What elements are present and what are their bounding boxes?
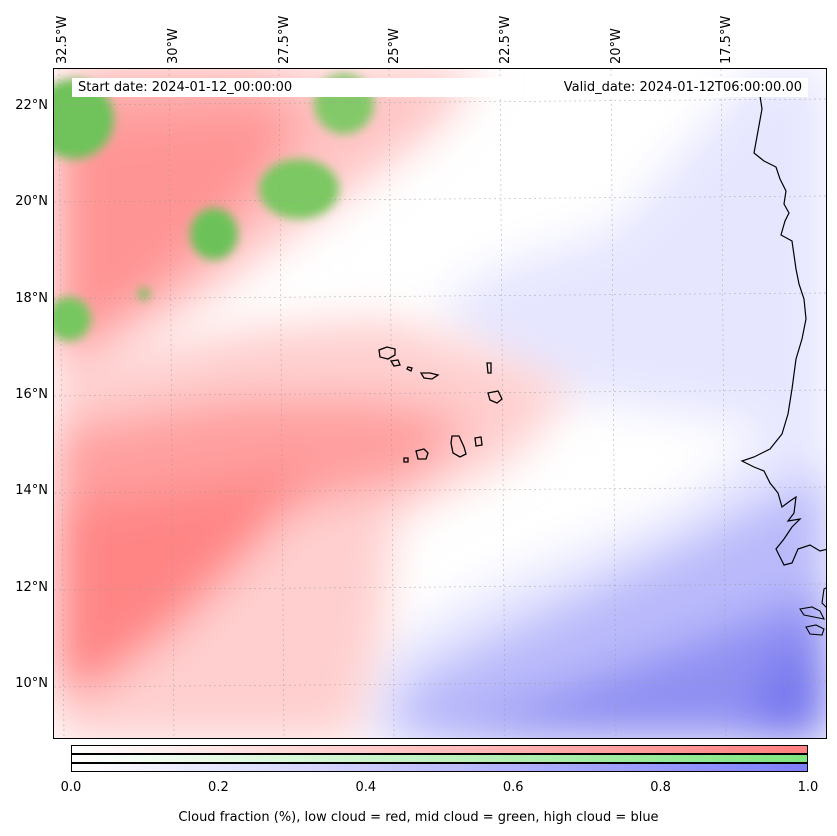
latitude-label: 18°N (15, 291, 48, 306)
coastline-bissagos (799, 606, 825, 620)
high-cloud-region (354, 69, 826, 738)
map-canvas (54, 69, 826, 738)
start-date-label: Start date: 2024-01-12_00:00:00 (72, 78, 522, 97)
longitude-label: 25°W (387, 28, 402, 64)
coastline-guinea (821, 587, 826, 608)
latitude-label: 10°N (15, 676, 48, 691)
coastline-africa (740, 88, 826, 566)
colorbar-tick-label: 0.0 (60, 780, 82, 795)
valid-date-label: Valid_date: 2024-01-12T06:00:00.00 (536, 78, 808, 97)
cape-verde-islands (378, 346, 503, 463)
colorbar (71, 745, 808, 772)
longitude-label: 22.5°W (498, 15, 513, 64)
longitude-label: 27.5°W (277, 15, 292, 64)
latitude-label: 16°N (15, 387, 48, 402)
cloud-fraction-map: Start date: 2024-01-12_00:00:00 Valid_da… (53, 68, 827, 739)
latitude-label: 22°N (15, 98, 48, 113)
colorbar-label: Cloud fraction (%), low cloud = red, mid… (178, 810, 659, 825)
longitude-label: 32.5°W (55, 15, 70, 64)
colorbar-tick-label: 0.6 (502, 780, 524, 795)
graticule (54, 69, 826, 738)
low-cloud-region (54, 69, 574, 738)
latitude-label: 12°N (15, 580, 48, 595)
colorbar-tick-label: 0.4 (355, 780, 377, 795)
colorbar-tick-label: 0.2 (208, 780, 229, 795)
colorbar-low-cloud (71, 745, 808, 754)
colorbar-high-cloud (71, 763, 808, 772)
coastline-islands (805, 624, 825, 636)
longitude-label: 30°W (166, 28, 181, 64)
longitude-label: 20°W (609, 28, 624, 64)
colorbar-tick-label: 0.8 (650, 780, 671, 795)
colorbar-tick-label: 1.0 (797, 780, 819, 795)
colorbar-mid-cloud (71, 754, 808, 763)
longitude-label: 17.5°W (719, 15, 734, 64)
latitude-label: 14°N (15, 483, 48, 498)
latitude-label: 20°N (15, 194, 48, 209)
